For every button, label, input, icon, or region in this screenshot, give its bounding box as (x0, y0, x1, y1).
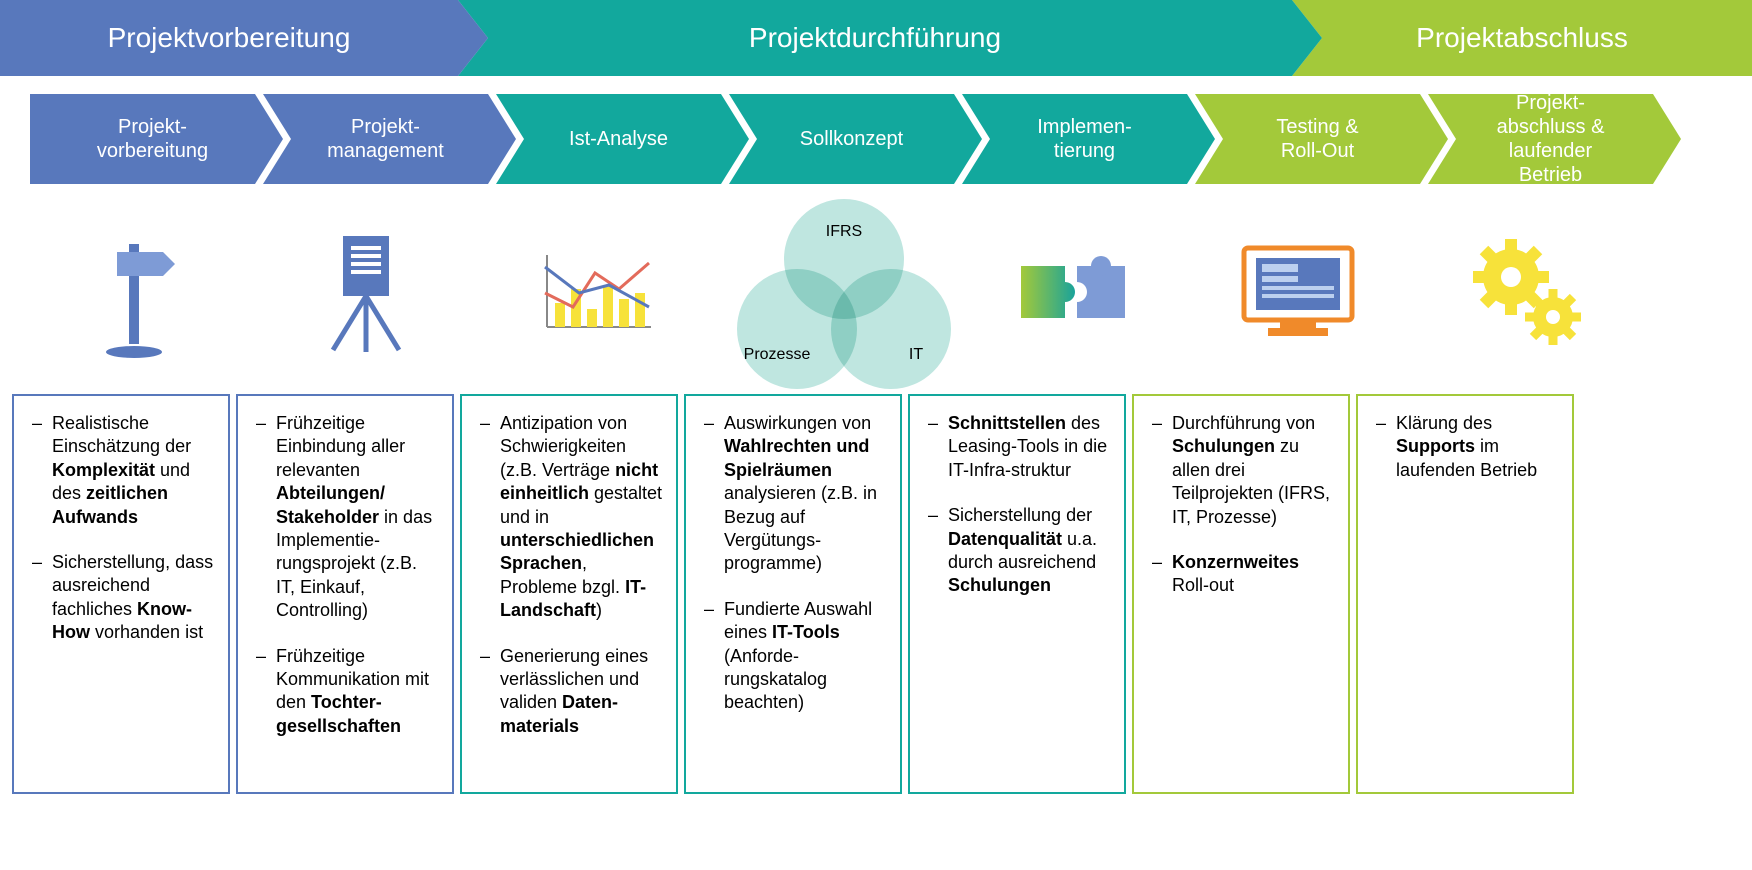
gears-icon (1418, 239, 1643, 349)
detail-item: Auswirkungen von Wahlrechten und Spielrä… (704, 412, 888, 576)
detail-item: Klärung des Supports im laufenden Betrie… (1376, 412, 1560, 482)
detail-box-7: Klärung des Supports im laufenden Betrie… (1356, 394, 1574, 794)
detail-box-row: Realistische Einschätzung der Komplexitä… (0, 394, 1752, 794)
chart-icon (486, 249, 711, 339)
step-label: Projekt- vorbereitung (97, 115, 208, 163)
phase-abschluss: Projektabschluss (1292, 0, 1752, 76)
step-ist-analyse: Ist-Analyse (496, 94, 721, 184)
step-row: Projekt- vorbereitung Projekt- managemen… (0, 94, 1752, 184)
venn-icon: IFRS Prozesse IT (719, 199, 969, 389)
step-label: Implemen- tierung (1037, 115, 1131, 163)
detail-box-2: Frühzeitige Einbindung aller relevanten … (236, 394, 454, 794)
venn-label-a: IFRS (826, 223, 862, 241)
puzzle-icon (977, 254, 1177, 334)
phase-durchfuehrung: Projektdurchführung (458, 0, 1292, 76)
phase-vorbereitung: Projektvorbereitung (0, 0, 458, 76)
detail-box-1: Realistische Einschätzung der Komplexitä… (12, 394, 230, 794)
signpost-icon (20, 234, 245, 354)
icon-row: IFRS Prozesse IT (0, 194, 1752, 394)
step-testing-rollout: Testing & Roll-Out (1195, 94, 1420, 184)
phase-label: Projektabschluss (1416, 22, 1628, 54)
detail-box-5: Schnittstellen des Leasing-Tools in die … (908, 394, 1126, 794)
detail-box-4: Auswirkungen von Wahlrechten und Spielrä… (684, 394, 902, 794)
step-label: Testing & Roll-Out (1276, 115, 1358, 163)
step-label: Ist-Analyse (569, 127, 668, 151)
detail-item: Schnittstellen des Leasing-Tools in die … (928, 412, 1112, 482)
step-label: Projekt- abschluss & laufender Betrieb (1497, 91, 1605, 187)
step-implementierung: Implemen- tierung (962, 94, 1187, 184)
step-projektmanagement: Projekt- management (263, 94, 488, 184)
venn-label-c: IT (909, 346, 923, 364)
step-projektvorbereitung: Projekt- vorbereitung (30, 94, 255, 184)
monitor-icon (1185, 244, 1410, 344)
step-projektabschluss: Projekt- abschluss & laufender Betrieb (1428, 94, 1653, 184)
detail-box-3: Antizipation von Schwierigkeiten (z.B. V… (460, 394, 678, 794)
detail-item: Sicherstellung, dass ausreichend fachlic… (32, 551, 216, 645)
detail-item: Sicherstellung der Datenqualität u.a. du… (928, 504, 1112, 598)
detail-item: Fundierte Auswahl eines IT-Tools (Anford… (704, 598, 888, 715)
detail-item: Frühzeitige Kommunikation mit den Tochte… (256, 645, 440, 739)
phase-label: Projektdurchführung (749, 22, 1001, 54)
detail-box-6: Durchführung von Schulungen zu allen dre… (1132, 394, 1350, 794)
detail-item: Realistische Einschätzung der Komplexitä… (32, 412, 216, 529)
phase-row: Projektvorbereitung Projektdurchführung … (0, 0, 1752, 76)
step-label: Sollkonzept (800, 127, 903, 151)
flipchart-icon (253, 234, 478, 354)
step-sollkonzept: Sollkonzept (729, 94, 954, 184)
detail-item: Generierung eines verlässlichen und vali… (480, 645, 664, 739)
detail-item: Antizipation von Schwierigkeiten (z.B. V… (480, 412, 664, 623)
step-label: Projekt- management (327, 115, 444, 163)
phase-label: Projektvorbereitung (108, 22, 351, 54)
detail-item: Konzernweites Roll-out (1152, 551, 1336, 598)
venn-label-b: Prozesse (744, 346, 811, 364)
detail-item: Frühzeitige Einbindung aller relevanten … (256, 412, 440, 623)
detail-item: Durchführung von Schulungen zu allen dre… (1152, 412, 1336, 529)
